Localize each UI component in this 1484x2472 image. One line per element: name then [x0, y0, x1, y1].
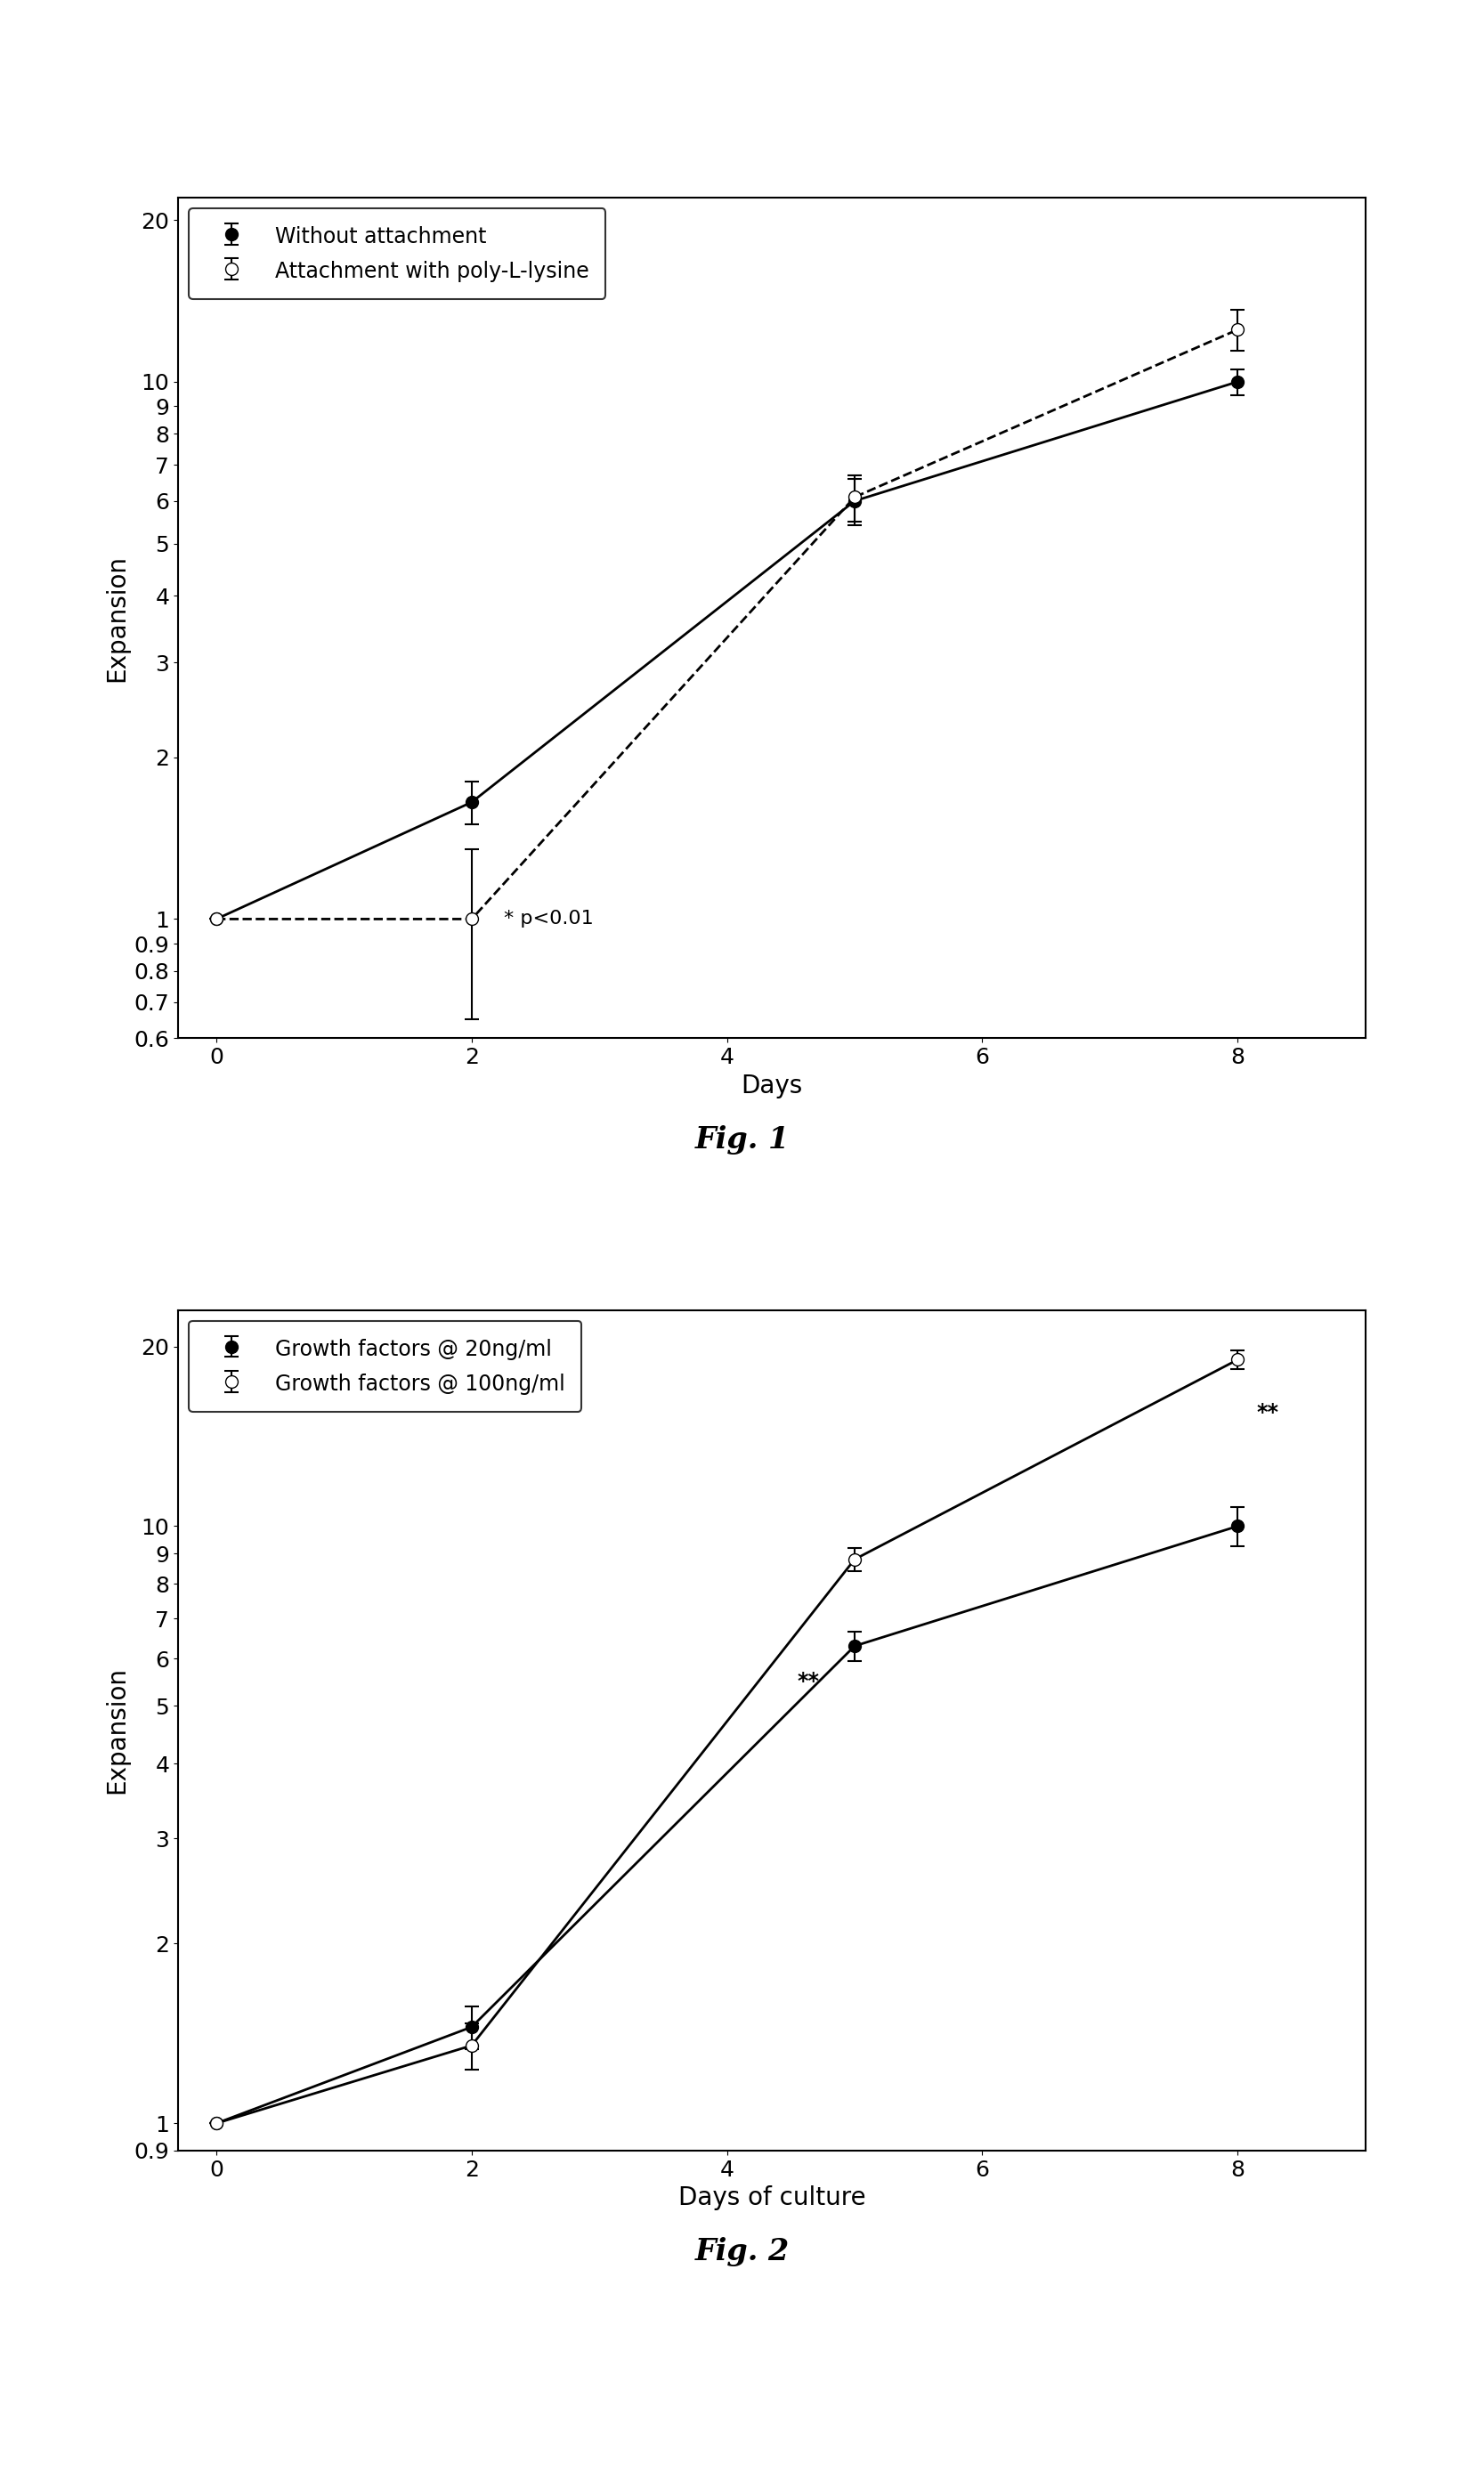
X-axis label: Days: Days — [741, 1073, 803, 1098]
Legend: Without attachment, Attachment with poly-L-lysine: Without attachment, Attachment with poly… — [188, 208, 605, 299]
Y-axis label: Expansion: Expansion — [104, 1666, 129, 1795]
Text: **: ** — [797, 1671, 819, 1691]
Text: Fig. 2: Fig. 2 — [695, 2237, 789, 2267]
Y-axis label: Expansion: Expansion — [104, 554, 129, 682]
Text: **: ** — [1257, 1402, 1279, 1424]
Text: * p<0.01: * p<0.01 — [503, 910, 594, 927]
Legend: Growth factors @ 20ng/ml, Growth factors @ 100ng/ml: Growth factors @ 20ng/ml, Growth factors… — [188, 1320, 582, 1412]
Text: Fig. 1: Fig. 1 — [695, 1125, 789, 1154]
X-axis label: Days of culture: Days of culture — [678, 2185, 865, 2210]
